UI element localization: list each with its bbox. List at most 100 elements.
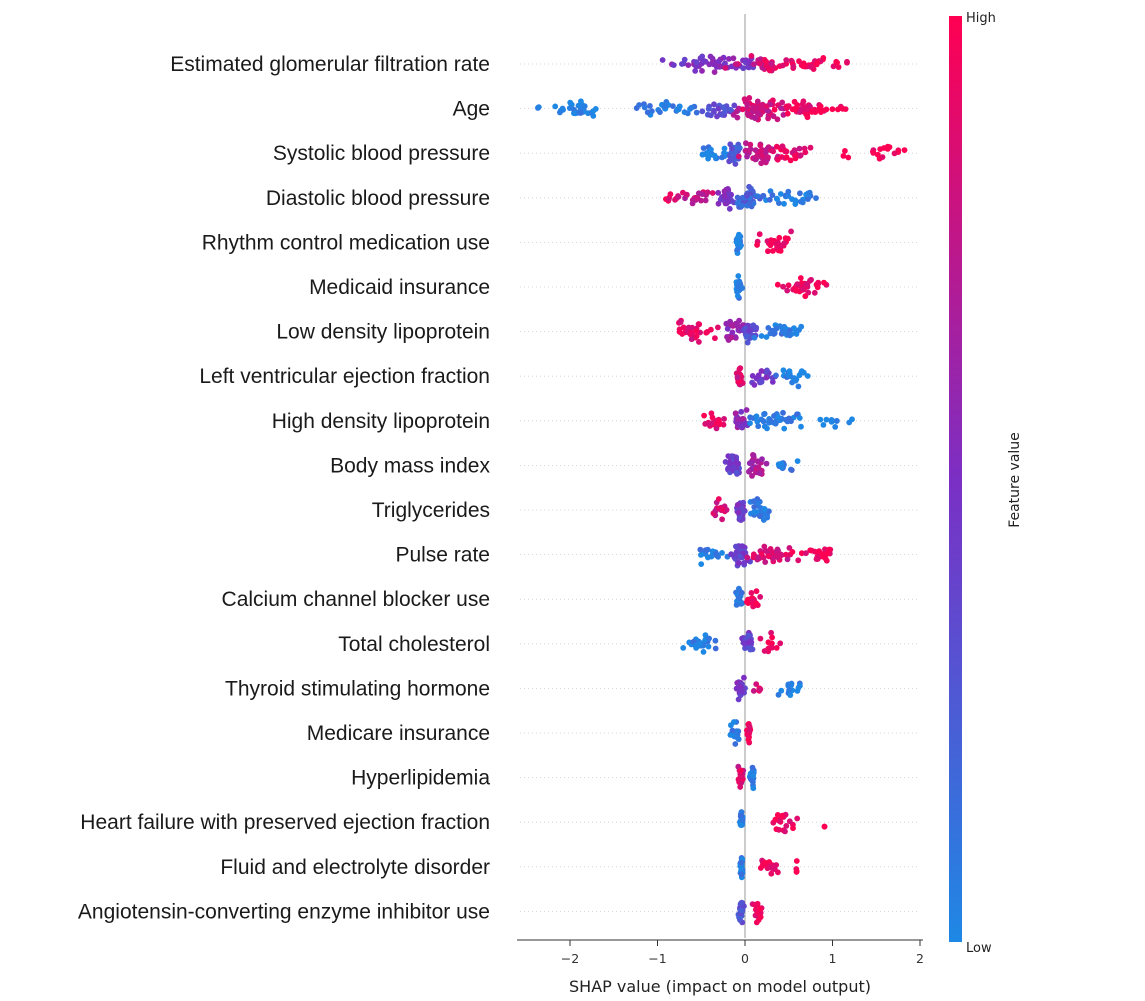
shap-point	[749, 764, 756, 771]
shap-point	[817, 416, 824, 423]
shap-point	[763, 58, 769, 65]
shap-point	[794, 281, 801, 288]
shap-point	[764, 425, 770, 432]
shap-point	[735, 273, 742, 279]
shap-point	[738, 767, 744, 774]
shap-point	[765, 154, 771, 161]
shap-point	[715, 496, 722, 502]
shap-point	[749, 473, 755, 479]
shap-point	[557, 109, 563, 116]
shap-point	[728, 334, 735, 341]
shap-point	[741, 96, 748, 102]
shap-point	[750, 452, 757, 459]
shap-point	[751, 334, 758, 341]
shap-point	[788, 680, 795, 687]
colorbar-low-label: Low	[966, 941, 992, 956]
x-tick-label: −2	[561, 951, 579, 966]
shap-point	[736, 514, 743, 520]
feature-row-dots	[699, 140, 908, 167]
shap-point	[792, 153, 798, 159]
shap-point	[771, 106, 778, 113]
shap-point	[765, 553, 772, 559]
shap-point	[756, 231, 763, 238]
shap-point	[807, 547, 814, 554]
shap-point	[811, 289, 818, 296]
shap-point	[761, 543, 768, 550]
shap-point	[680, 645, 687, 651]
shap-point	[754, 242, 760, 248]
shap-point	[793, 331, 800, 337]
shap-point	[793, 858, 800, 864]
shap-point	[834, 59, 840, 66]
shap-point	[746, 468, 752, 475]
shap-point	[758, 160, 765, 167]
feature-row-dots	[663, 183, 819, 212]
shap-point	[794, 815, 801, 822]
shap-point	[719, 154, 725, 161]
shap-point	[774, 242, 780, 249]
shap-point	[745, 632, 752, 639]
shap-point	[771, 863, 777, 869]
feature-label: Low density lipoprotein	[276, 321, 490, 344]
feature-row-dots	[733, 273, 830, 301]
shap-point	[739, 106, 746, 113]
shap-point	[798, 323, 805, 330]
shap-point	[746, 460, 753, 467]
shap-point	[739, 543, 746, 549]
shap-point	[785, 193, 792, 199]
shap-point	[814, 59, 821, 66]
shap-point	[789, 196, 795, 203]
shap-point	[688, 336, 695, 343]
shap-point	[769, 640, 775, 647]
shap-point	[701, 58, 708, 65]
shap-point	[729, 329, 736, 336]
feature-row-dots	[733, 228, 794, 256]
shap-point	[721, 192, 728, 199]
shap-point	[781, 200, 787, 207]
shap-point	[779, 62, 786, 69]
shap-point	[796, 372, 803, 379]
shap-point	[581, 103, 588, 110]
shap-point	[739, 202, 745, 209]
shap-point	[874, 151, 881, 158]
feature-row-dots	[680, 629, 784, 655]
shap-point	[808, 276, 814, 283]
shap-point	[729, 727, 736, 734]
shap-point	[733, 602, 740, 608]
shap-point	[753, 153, 760, 160]
shap-point	[708, 112, 714, 119]
shap-point	[747, 200, 753, 207]
feature-row-dots	[735, 899, 765, 926]
shap-point	[785, 282, 792, 289]
shap-point	[779, 812, 786, 819]
shap-point	[737, 784, 744, 790]
shap-point	[705, 643, 712, 650]
shap-point	[786, 545, 793, 551]
shap-point	[781, 425, 788, 432]
shap-point	[795, 557, 802, 564]
shap-point	[787, 692, 794, 698]
shap-point	[735, 416, 741, 423]
shap-point	[769, 634, 775, 641]
shap-point	[758, 368, 765, 374]
shap-point	[797, 152, 804, 159]
shap-point	[824, 550, 831, 557]
shap-point	[823, 557, 830, 564]
shap-point	[820, 422, 827, 428]
feature-row-dots	[737, 809, 828, 835]
shap-point	[735, 696, 742, 703]
shap-point	[737, 859, 744, 866]
shap-point	[757, 635, 764, 642]
shap-point	[782, 828, 788, 835]
shap-point	[772, 816, 779, 823]
shap-point	[747, 141, 754, 148]
shap-point	[657, 109, 663, 115]
shap-point	[790, 64, 797, 70]
shap-point	[726, 56, 732, 62]
shap-point	[768, 237, 774, 244]
shap-point	[734, 288, 740, 295]
feature-label: Body mass index	[330, 454, 490, 477]
shap-point	[901, 147, 908, 154]
shap-point	[693, 63, 700, 70]
shap-point	[757, 906, 763, 912]
